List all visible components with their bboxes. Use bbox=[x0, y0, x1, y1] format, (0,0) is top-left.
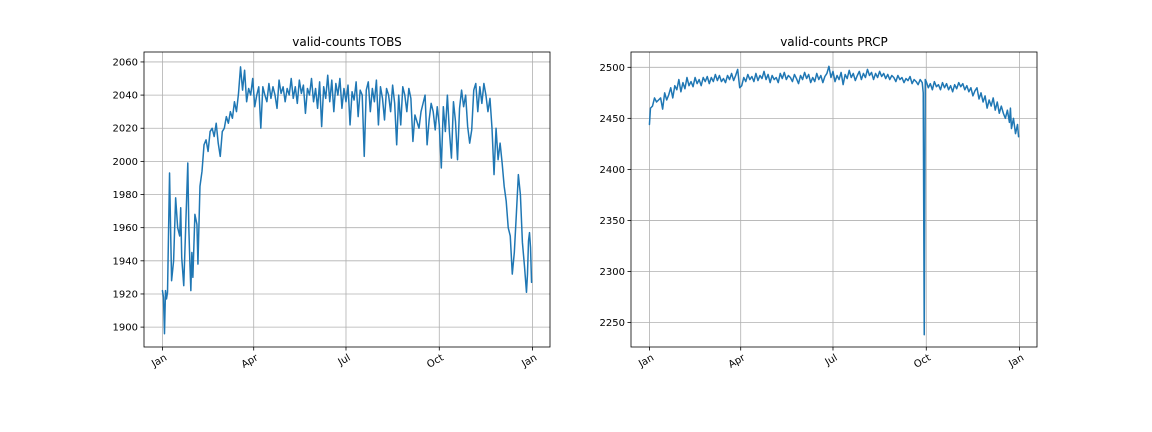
prcp-ytick-label: 2300 bbox=[600, 267, 625, 278]
tobs-ytick-label: 1920 bbox=[113, 289, 138, 300]
tobs-ytick-label: 2000 bbox=[113, 157, 138, 168]
prcp-ytick-label: 2350 bbox=[600, 216, 625, 227]
tobs-chart-title: valid-counts TOBS bbox=[292, 35, 401, 49]
tobs-ytick-label: 1940 bbox=[113, 256, 138, 267]
tobs-ytick-label: 1980 bbox=[113, 190, 138, 201]
prcp-grid bbox=[631, 52, 1037, 347]
prcp-chart-title: valid-counts PRCP bbox=[780, 35, 888, 49]
tobs-series-line bbox=[161, 66, 533, 335]
tobs-ytick-label: 2020 bbox=[113, 124, 138, 135]
tobs-ytick-label: 1900 bbox=[113, 323, 138, 334]
tobs-ytick-label: 2040 bbox=[113, 91, 138, 102]
prcp-series-line bbox=[648, 65, 1020, 336]
tobs-series-group bbox=[161, 66, 533, 335]
tobs-ytick-label: 2060 bbox=[113, 57, 138, 68]
tobs-plot-frame bbox=[143, 51, 551, 348]
tobs-ytick-label: 1960 bbox=[113, 223, 138, 234]
prcp-ytick-label: 2500 bbox=[600, 63, 625, 74]
prcp-ytick-label: 2400 bbox=[600, 165, 625, 176]
prcp-ytick-label: 2250 bbox=[600, 318, 625, 329]
prcp-ytick-label: 2450 bbox=[600, 114, 625, 125]
prcp-plot-frame bbox=[630, 51, 1038, 348]
prcp-series-group bbox=[648, 65, 1020, 336]
